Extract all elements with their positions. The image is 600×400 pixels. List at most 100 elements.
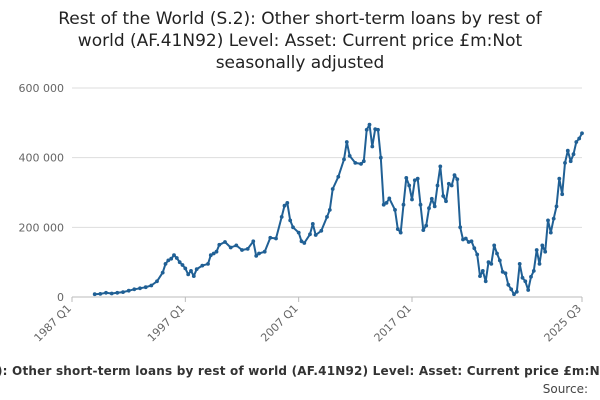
- data-point: [319, 228, 324, 233]
- data-point: [472, 246, 477, 251]
- data-point: [534, 248, 539, 252]
- data-point: [327, 208, 332, 212]
- data-point: [240, 248, 244, 252]
- data-point: [480, 269, 485, 273]
- data-point: [458, 225, 463, 230]
- data-point: [537, 262, 542, 266]
- data-point: [254, 254, 259, 258]
- data-point: [138, 286, 142, 291]
- chart-title: Rest of the World (S.2): Other short-ter…: [0, 8, 600, 74]
- data-point: [497, 258, 502, 263]
- data-point: [296, 230, 301, 235]
- data-point: [104, 290, 108, 295]
- data-point: [302, 241, 307, 245]
- data-point: [347, 154, 352, 158]
- data-point: [415, 176, 420, 181]
- data-point: [492, 243, 497, 248]
- data-point: [512, 292, 516, 297]
- data-point: [183, 266, 188, 271]
- data-point: [234, 243, 239, 248]
- data-point: [520, 275, 525, 280]
- data-point: [529, 274, 533, 279]
- data-point: [262, 249, 267, 254]
- data-point: [483, 279, 488, 284]
- chart-title-line-2: world (AF.41N92) Level: Asset: Current p…: [77, 31, 523, 51]
- data-point: [155, 279, 159, 284]
- data-point: [223, 240, 227, 244]
- data-point: [548, 230, 553, 235]
- data-point: [560, 192, 565, 197]
- data-point: [285, 201, 290, 205]
- data-point: [424, 223, 429, 228]
- data-point: [330, 187, 335, 191]
- data-point: [274, 236, 278, 241]
- data-point: [336, 174, 341, 179]
- chart-footer: Rest of the World (S.2): Other short-ter…: [0, 364, 600, 400]
- data-point: [395, 227, 400, 232]
- data-point: [169, 256, 174, 261]
- data-point: [441, 194, 446, 198]
- data-point: [565, 148, 570, 153]
- data-point: [526, 288, 531, 292]
- data-point: [353, 161, 358, 165]
- data-point: [200, 263, 205, 268]
- data-point: [166, 258, 171, 263]
- data-point: [381, 202, 386, 207]
- data-point: [342, 157, 346, 162]
- data-point: [367, 122, 372, 127]
- data-point: [310, 222, 315, 226]
- data-point: [92, 292, 97, 297]
- data-point: [194, 267, 199, 271]
- data-point: [268, 235, 273, 240]
- data-point: [509, 287, 514, 292]
- data-point: [370, 144, 375, 149]
- data-point: [412, 178, 417, 183]
- data-point: [475, 252, 480, 257]
- data-point: [364, 127, 369, 132]
- data-point: [418, 202, 423, 207]
- data-point: [98, 292, 103, 296]
- data-point: [214, 249, 219, 254]
- data-point: [344, 140, 349, 144]
- data-point: [554, 204, 559, 209]
- data-point: [208, 253, 213, 258]
- data-point: [115, 290, 120, 295]
- data-point: [299, 239, 304, 244]
- data-point: [109, 291, 114, 296]
- data-point: [427, 206, 431, 211]
- data-point: [189, 269, 193, 273]
- data-point: [563, 161, 567, 165]
- x-tick-label: 1987 Q1: [32, 302, 75, 345]
- data-point: [401, 202, 406, 207]
- data-point: [180, 263, 185, 267]
- data-point: [191, 274, 196, 278]
- data-point: [288, 218, 293, 223]
- data-point: [376, 127, 380, 132]
- x-tick-label: 2025 Q3: [542, 302, 585, 345]
- data-point: [174, 256, 179, 260]
- data-point: [282, 203, 287, 208]
- data-point: [308, 232, 312, 237]
- data-point: [540, 243, 545, 248]
- data-point: [177, 260, 182, 265]
- data-point: [531, 269, 536, 273]
- data-point: [551, 216, 556, 221]
- data-point: [486, 260, 491, 265]
- data-point: [398, 230, 403, 235]
- data-point: [463, 236, 468, 241]
- data-point: [245, 247, 250, 251]
- data-point: [489, 262, 494, 266]
- data-point: [404, 176, 409, 180]
- data-point: [452, 173, 457, 178]
- data-point: [580, 131, 584, 136]
- data-point: [384, 201, 389, 205]
- y-tick-label: 400 000: [19, 152, 65, 165]
- data-point: [438, 164, 443, 169]
- data-point: [359, 162, 363, 166]
- y-tick-label: 600 000: [19, 82, 65, 95]
- data-point: [172, 253, 176, 258]
- data-point: [325, 215, 329, 219]
- data-point: [495, 251, 499, 256]
- y-tick-label: 200 000: [19, 221, 65, 234]
